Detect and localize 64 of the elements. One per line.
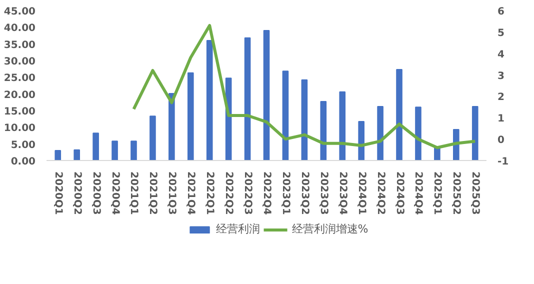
x-tick-label: 2020Q3	[90, 172, 102, 215]
y2-tick-label: 2	[498, 92, 504, 104]
x-tick-label: 2023Q1	[280, 172, 291, 215]
y2-tick-label: 1	[498, 114, 504, 125]
bar	[263, 30, 270, 160]
x-tick-label: 2020Q1	[52, 172, 64, 215]
y-tick-label: 15.00	[4, 106, 36, 118]
x-tick-label: 2024Q4	[412, 172, 424, 215]
y2-tick-label: 5	[498, 28, 504, 39]
x-tick-label: 2023Q4	[336, 172, 348, 215]
bar	[244, 37, 251, 160]
x-tick-label: 2022Q4	[261, 172, 272, 215]
x-tick-label: 2020Q2	[71, 172, 82, 215]
x-tick-label: 2023Q3	[318, 172, 329, 215]
bar	[358, 121, 364, 160]
bar	[396, 69, 402, 160]
bar	[339, 91, 346, 160]
x-tick-label: 2025Q2	[450, 172, 462, 215]
x-tick-label: 2025Q1	[432, 172, 443, 215]
x-tick-label: 2020Q4	[109, 172, 120, 215]
bar	[282, 70, 289, 160]
x-tick-label: 2024Q1	[356, 172, 367, 215]
y-tick-label: 0.00	[10, 156, 36, 168]
bar	[187, 72, 194, 160]
y2-tick-label: 0	[498, 135, 504, 146]
bar	[472, 106, 478, 160]
y2-tick-label: -1	[498, 156, 509, 168]
bar	[415, 106, 422, 160]
y-tick-label: 35.00	[4, 40, 36, 51]
bar	[206, 40, 213, 160]
x-tick-label: 2022Q3	[242, 172, 254, 215]
y-tick-label: 40.00	[4, 23, 36, 34]
x-tick-label: 2021Q2	[147, 172, 158, 215]
legend-label: 经营利润	[216, 222, 260, 236]
line-series	[132, 24, 477, 150]
x-tick-label: 2021Q1	[128, 172, 140, 215]
y-tick-label: 5.00	[10, 140, 36, 151]
bar	[320, 101, 327, 160]
bar	[150, 116, 156, 160]
x-tick-label: 2021Q4	[185, 172, 196, 215]
legend-label: 经营利润增速%	[292, 222, 368, 236]
bar	[92, 132, 99, 160]
y2-tick-label: 3	[498, 70, 504, 82]
bar	[377, 106, 384, 160]
y2-tick-label: 4	[498, 49, 504, 60]
bar	[301, 79, 308, 160]
y-tick-label: 25.00	[4, 73, 36, 84]
y2-tick-label: 6	[498, 6, 504, 18]
bar	[54, 150, 62, 160]
x-tick-label: 2025Q3	[470, 172, 481, 215]
bar	[130, 140, 137, 160]
bar	[168, 93, 175, 160]
x-tick-label: 2024Q3	[394, 172, 405, 215]
y-tick-label: 30.00	[4, 56, 36, 68]
bar	[74, 149, 80, 160]
x-tick-label: 2023Q2	[298, 172, 310, 215]
y-tick-label: 45.00	[4, 6, 36, 18]
y-tick-label: 20.00	[4, 90, 36, 101]
x-tick-label: 2024Q2	[374, 172, 386, 215]
x-tick-label: 2022Q1	[204, 172, 216, 215]
x-tick-label: 2022Q2	[223, 172, 234, 215]
y-tick-label: 10.00	[4, 123, 36, 134]
x-tick-label: 2021Q3	[166, 172, 178, 215]
bar	[112, 140, 118, 160]
